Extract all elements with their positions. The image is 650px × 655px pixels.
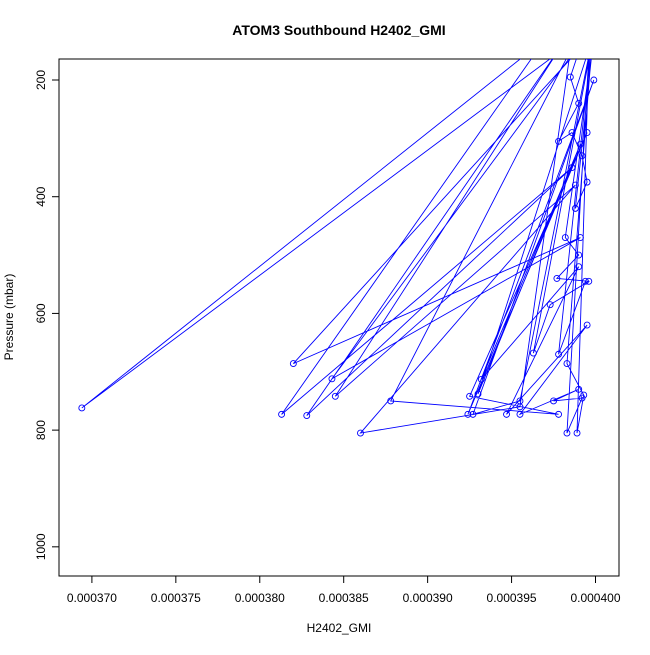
data-point <box>474 390 482 398</box>
data-point <box>563 429 571 437</box>
data-point <box>573 429 581 437</box>
data-line <box>81 59 595 434</box>
x-tick-label: 0.000370 <box>67 591 117 605</box>
plot-area <box>78 59 598 437</box>
data-point <box>561 234 569 242</box>
y-tick-label: 200 <box>34 70 48 90</box>
x-tick-label: 0.000400 <box>570 591 620 605</box>
data-point <box>576 140 584 148</box>
data-point <box>516 397 524 405</box>
data-point <box>583 321 591 329</box>
data-point <box>568 129 576 136</box>
x-tick-label: 0.000375 <box>151 591 201 605</box>
data-point <box>553 274 561 282</box>
data-point <box>578 152 586 160</box>
data-point <box>546 301 554 309</box>
data-point <box>469 410 477 418</box>
data-point <box>477 375 485 383</box>
data-point <box>278 410 286 418</box>
x-tick-label: 0.000395 <box>487 591 537 605</box>
data-point <box>590 76 598 84</box>
data-point <box>331 392 339 400</box>
data-point <box>550 397 557 405</box>
data-point <box>575 263 583 271</box>
y-axis-label: Pressure (mbar) <box>2 274 16 361</box>
data-point <box>529 349 537 357</box>
data-point <box>583 129 591 136</box>
data-point <box>566 73 574 81</box>
x-tick-label: 0.000380 <box>235 591 285 605</box>
data-point <box>516 410 524 418</box>
data-point <box>586 59 592 61</box>
y-tick-label: 1000 <box>34 533 48 560</box>
data-point <box>583 178 591 186</box>
y-tick-label: 400 <box>34 186 48 206</box>
data-point <box>571 204 579 212</box>
data-point <box>575 251 583 259</box>
data-point <box>580 391 588 399</box>
data-point <box>387 397 395 405</box>
data-point <box>575 385 583 393</box>
data-point <box>303 412 311 419</box>
plot-box <box>58 58 620 577</box>
chart-title: ATOM3 Southbound H2402_GMI <box>232 22 445 38</box>
data-point <box>571 181 579 189</box>
data-point <box>555 137 563 145</box>
data-point <box>576 234 584 242</box>
data-point <box>78 404 86 412</box>
data-point <box>555 410 563 418</box>
data-point <box>555 350 563 358</box>
data-point <box>466 392 474 400</box>
data-point <box>289 360 297 368</box>
x-tick-label: 0.000385 <box>319 591 369 605</box>
data-point <box>464 410 472 418</box>
data-point <box>357 429 364 437</box>
y-tick-label: 600 <box>34 303 48 323</box>
data-point <box>585 277 593 285</box>
y-tick-label: 800 <box>34 420 48 440</box>
x-axis-label: H2402_GMI <box>307 621 372 635</box>
data-point <box>581 277 589 285</box>
data-point <box>568 164 576 171</box>
data-point <box>575 99 583 107</box>
data-point <box>503 410 510 418</box>
data-point <box>563 360 571 368</box>
data-point <box>328 375 336 383</box>
x-tick-label: 0.000390 <box>403 591 453 605</box>
